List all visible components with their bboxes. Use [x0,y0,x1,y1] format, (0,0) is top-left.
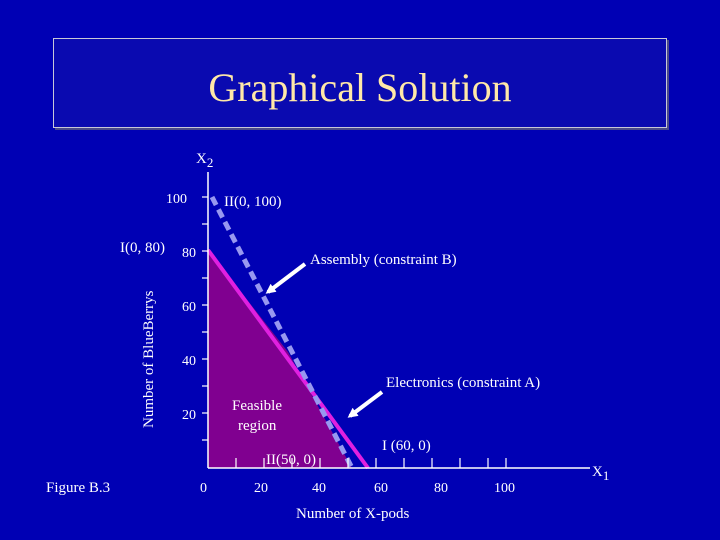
y-tick-label-80: 80 [182,246,196,261]
x-axis-title: Number of X-pods [296,506,409,522]
slide-title: Graphical Solution [208,65,512,110]
point-ii-bottom-label: II(50, 0) [266,452,316,468]
feasible-region-label-line1: Feasible [232,398,282,414]
y-tick-label-20: 20 [182,408,196,423]
assembly-arrow [265,262,307,294]
x-tick-label-20: 20 [254,481,268,496]
assembly-constraint-label: Assembly (constraint B) [310,252,457,268]
x-tick-label-80: 80 [434,481,448,496]
y-tick-label-60: 60 [182,300,196,315]
electronics-constraint-label: Electronics (constraint A) [386,375,540,391]
y-tick-label-100: 100 [166,192,187,207]
y-axis-symbol: X2 [196,151,213,170]
point-ii-top-label: II(0, 100) [224,194,281,210]
feasible-region-label-line2: region [238,418,277,434]
x-axis-ticks [235,458,507,468]
x-tick-label-0: 0 [200,481,207,496]
electronics-constraint-line [206,248,370,470]
point-i-bottom-label: I (60, 0) [382,438,431,454]
y-tick-label-40: 40 [182,354,196,369]
x-tick-label-100: 100 [494,481,515,496]
point-i-top-label: I(0, 80) [120,240,165,256]
y-axis-title: Number of BlueBerrys [141,290,157,428]
electronics-arrow [347,390,384,418]
figure-label: Figure B.3 [46,480,110,496]
x-tick-label-60: 60 [374,481,388,496]
y-axis-ticks [202,196,208,441]
x-axis-symbol: X1 [592,464,609,483]
x-tick-label-40: 40 [312,481,326,496]
assembly-constraint-line [209,195,355,470]
feasible-region [208,250,352,468]
title-box [53,38,667,128]
